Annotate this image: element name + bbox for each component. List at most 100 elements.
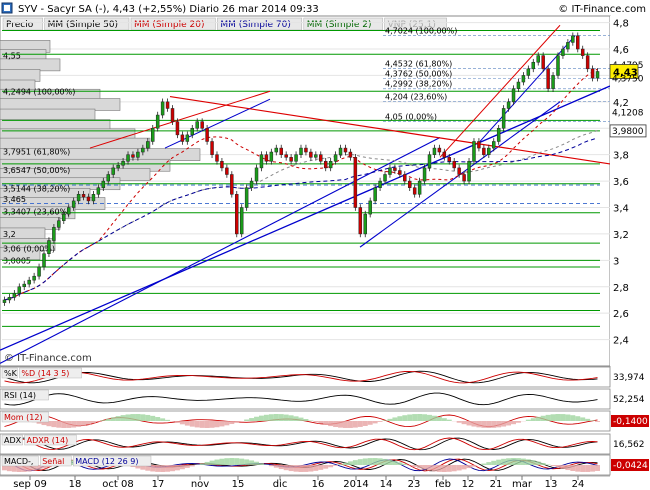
indicator-hist-4-66 [328, 465, 334, 468]
header-company: Sacyr SA (-) [47, 4, 106, 15]
candle-body-55 [274, 147, 279, 153]
fib-older-label-5: 3,06 (0,00%) [3, 244, 55, 253]
indicator-hist-4-27 [135, 465, 141, 469]
indicator-hist-2-75 [372, 421, 378, 424]
indicator-hist-2-36 [179, 421, 185, 425]
legend-label-3: MM (Simple 70) [220, 20, 290, 30]
candle-body-65 [323, 161, 328, 169]
candle-body-2 [12, 293, 17, 298]
candle-body-70 [348, 151, 353, 158]
indicator-hist-2-67 [333, 421, 339, 428]
candle-body-106 [526, 68, 531, 76]
candle-body-60 [299, 147, 303, 155]
indicator-hist-4-56 [278, 465, 284, 470]
candles [2, 32, 600, 306]
candle-body-74 [368, 200, 372, 215]
candle-body-89 [442, 151, 447, 158]
indicator-hist-4-43 [214, 459, 220, 465]
trend-line-0 [0, 85, 611, 351]
indicator-hist-4-35 [174, 465, 180, 471]
indicator-hist-4-111 [550, 465, 556, 467]
indicator-hist-2-100 [496, 421, 502, 428]
indicator-hist-2-83 [412, 414, 418, 421]
indicator-hist-4-41 [204, 461, 210, 465]
candle-body-82 [407, 180, 412, 188]
candle-body-32 [160, 101, 165, 116]
indicator-hist-4-95 [471, 465, 477, 467]
y-tick-label-5: 3,8 [613, 151, 629, 162]
indicator-hist-2-98 [486, 421, 492, 428]
candle-body-103 [511, 88, 516, 103]
candle-body-50 [249, 180, 254, 188]
candle-body-88 [437, 147, 442, 153]
fibonacci-levels: 4,7024 (100,00%) 4,4532 (61,80%) 4,3762 (5… [3, 26, 610, 253]
x-tick-label-1: 18 [69, 479, 82, 490]
trend-line-7 [439, 24, 561, 158]
indicator-hist-2-32 [160, 418, 166, 421]
indicator-hist-4-116 [575, 465, 581, 472]
x-tick-label-16: 24 [572, 479, 585, 490]
indicator-hist-2-60 [298, 417, 304, 421]
indicator-hist-4-28 [140, 465, 146, 470]
fib-recent-label-2: 4,3762 (50,00%) [385, 70, 452, 79]
indicator-hist-2-99 [491, 421, 497, 428]
indicator-hist-4-48 [239, 458, 245, 465]
candle-body-87 [432, 147, 437, 155]
candle-body-12 [62, 213, 66, 221]
candle-body-10 [52, 227, 56, 241]
indicator-hist-2-19 [95, 421, 101, 422]
candle-body-109 [541, 55, 545, 70]
y-tick-label-11: 2,6 [613, 309, 629, 320]
indicator-hist-2-113 [560, 414, 566, 421]
indicator-hist-4-114 [565, 465, 571, 471]
indicator-hist-2-8 [41, 421, 47, 426]
indicator-hist-2-85 [422, 414, 428, 421]
indicator-legend-label-2-0: Mom (12) [4, 413, 43, 422]
indicator-hist-4-58 [288, 465, 294, 472]
indicator-value-3: 16,562 [613, 440, 645, 450]
indicator-legend-box-4-0 [1, 455, 39, 467]
indicator-hist-4-94 [466, 465, 472, 469]
indicator-hist-4-106 [525, 459, 531, 465]
indicator-hist-4-32 [160, 465, 166, 472]
fib-recent-label-0: 4,7024 (100,00%) [385, 26, 457, 35]
legend-label-0: Precio [6, 20, 34, 30]
candle-body-119 [590, 68, 595, 79]
indicator-hist-2-12 [61, 421, 67, 428]
indicator-hist-4-44 [219, 458, 225, 465]
indicator-hist-4-120 [595, 465, 600, 471]
indicator-hist-2-40 [199, 421, 205, 428]
fib-recent-label-3: 4,2992 (38,20%) [385, 80, 452, 89]
legend-label-2: MM (Simple 20) [134, 20, 204, 30]
x-tick-label-6: dic [273, 479, 288, 490]
indicator-hist-4-42 [209, 460, 215, 465]
indicator-hist-2-46 [229, 421, 235, 425]
legend-label-4: MM (Simple 2) [307, 20, 372, 30]
candle-body-43 [215, 154, 219, 162]
moving-average-70 [4, 137, 598, 301]
indicator-line-3-1 [4, 437, 598, 451]
candle-body-54 [269, 151, 274, 162]
price-axis-ticks: 4,84,64,44,243,83,63,43,232,82,62,44,479… [609, 19, 647, 347]
indicator-hist-2-59 [293, 416, 299, 421]
trend-line-6 [169, 95, 611, 165]
candle-body-69 [343, 147, 348, 153]
indicator-legend-box-4-2 [72, 455, 152, 467]
candle-body-7 [37, 266, 41, 277]
header-brand[interactable]: © IT-Finance.com [558, 4, 646, 15]
header-gap1: , [106, 4, 112, 15]
indicator-hist-4-50 [249, 460, 255, 465]
price-legend: Precio MM (Simple 50) MM (Simple 20) MM (Si… [2, 17, 447, 31]
indicator-value-2: -0,1400 [613, 417, 648, 427]
fib-recent-label-1: 4,4532 (61,80%) [385, 59, 452, 68]
candle-body-56 [279, 147, 283, 155]
y-tick-label-1: 4,6 [613, 45, 629, 56]
indicator-hist-4-81 [402, 463, 408, 465]
indicator-hist-4-99 [491, 460, 497, 465]
candle-body-108 [536, 55, 540, 63]
indicator-hist-4-73 [362, 458, 368, 465]
candle-body-77 [383, 174, 387, 182]
candle-body-19 [96, 187, 101, 195]
indicator-hist-4-61 [303, 465, 309, 472]
indicator-hist-4-107 [530, 460, 536, 465]
